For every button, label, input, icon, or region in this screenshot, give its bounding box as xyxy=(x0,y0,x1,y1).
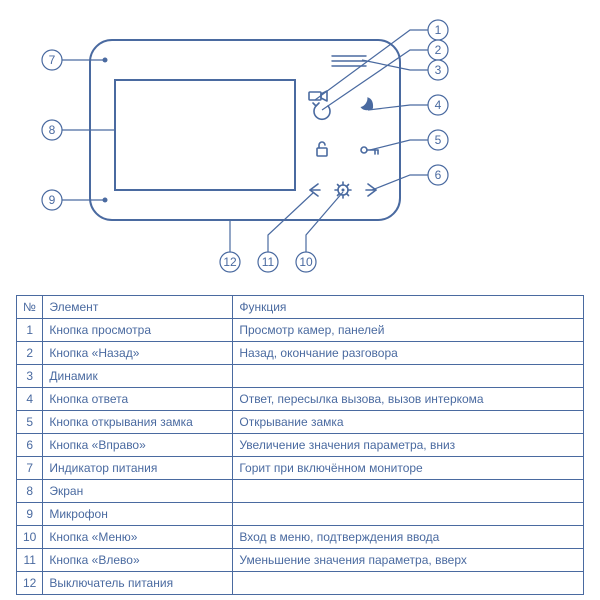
callout-label-8: 8 xyxy=(49,123,56,137)
cell-element: Кнопка открывания замка xyxy=(43,411,233,434)
device-screen xyxy=(115,80,295,190)
cell-func xyxy=(233,572,584,595)
cell-element: Индикатор питания xyxy=(43,457,233,480)
cell-func: Увеличение значения параметра, вниз xyxy=(233,434,584,457)
col-func: Функция xyxy=(233,296,584,319)
cell-func: Просмотр камер, панелей xyxy=(233,319,584,342)
callout-label-5: 5 xyxy=(435,133,442,147)
table-row: 1Кнопка просмотраПросмотр камер, панелей xyxy=(17,319,584,342)
cell-num: 5 xyxy=(17,411,43,434)
table-header-row: № Элемент Функция xyxy=(17,296,584,319)
legend-table: № Элемент Функция 1Кнопка просмотраПросм… xyxy=(16,295,584,595)
cell-func: Назад, окончание разговора xyxy=(233,342,584,365)
table-row: 10Кнопка «Меню»Вход в меню, подтверждени… xyxy=(17,526,584,549)
cell-num: 8 xyxy=(17,480,43,503)
cell-num: 3 xyxy=(17,365,43,388)
callout-label-11: 11 xyxy=(262,255,275,269)
cell-element: Кнопка «Влево» xyxy=(43,549,233,572)
cell-element: Кнопка просмотра xyxy=(43,319,233,342)
callout-label-4: 4 xyxy=(435,98,442,112)
col-elem: Элемент xyxy=(43,296,233,319)
cell-element: Выключатель питания xyxy=(43,572,233,595)
table-row: 12Выключатель питания xyxy=(17,572,584,595)
cell-num: 1 xyxy=(17,319,43,342)
menu-icon xyxy=(335,182,351,198)
cell-func: Вход в меню, подтверждения ввода xyxy=(233,526,584,549)
callout-label-9: 9 xyxy=(49,193,56,207)
cell-func xyxy=(233,480,584,503)
cell-element: Динамик xyxy=(43,365,233,388)
cell-func: Ответ, пересылка вызова, вызов интеркома xyxy=(233,388,584,411)
cell-element: Кнопка «Вправо» xyxy=(43,434,233,457)
callout-label-7: 7 xyxy=(49,53,56,67)
cell-num: 12 xyxy=(17,572,43,595)
cell-element: Кнопка ответа xyxy=(43,388,233,411)
table-row: 5Кнопка открывания замкаОткрывание замка xyxy=(17,411,584,434)
table-row: 7Индикатор питанияГорит при включённом м… xyxy=(17,457,584,480)
callout-label-2: 2 xyxy=(435,43,442,57)
cell-num: 2 xyxy=(17,342,43,365)
callout-label-10: 10 xyxy=(299,255,313,269)
cell-element: Кнопка «Меню» xyxy=(43,526,233,549)
cell-element: Кнопка «Назад» xyxy=(43,342,233,365)
callout-label-6: 6 xyxy=(435,168,442,182)
cell-num: 4 xyxy=(17,388,43,411)
cell-num: 7 xyxy=(17,457,43,480)
cell-num: 9 xyxy=(17,503,43,526)
cell-num: 10 xyxy=(17,526,43,549)
table-row: 9Микрофон xyxy=(17,503,584,526)
table-row: 4Кнопка ответаОтвет, пересылка вызова, в… xyxy=(17,388,584,411)
cell-func: Открывание замка xyxy=(233,411,584,434)
cell-func xyxy=(233,503,584,526)
table-row: 2Кнопка «Назад»Назад, окончание разговор… xyxy=(17,342,584,365)
cell-num: 11 xyxy=(17,549,43,572)
cell-func xyxy=(233,365,584,388)
callout-label-3: 3 xyxy=(435,63,442,77)
col-num: № xyxy=(17,296,43,319)
callout-label-1: 1 xyxy=(435,23,442,37)
cell-element: Экран xyxy=(43,480,233,503)
table-row: 6Кнопка «Вправо»Увеличение значения пара… xyxy=(17,434,584,457)
device-diagram: 123456789121110 xyxy=(0,0,600,290)
callout-label-12: 12 xyxy=(223,255,237,269)
cell-num: 6 xyxy=(17,434,43,457)
table-row: 3Динамик xyxy=(17,365,584,388)
cell-func: Уменьшение значения параметра, вверх xyxy=(233,549,584,572)
table-row: 8Экран xyxy=(17,480,584,503)
cell-element: Микрофон xyxy=(43,503,233,526)
cell-func: Горит при включённом мониторе xyxy=(233,457,584,480)
table-row: 11Кнопка «Влево»Уменьшение значения пара… xyxy=(17,549,584,572)
